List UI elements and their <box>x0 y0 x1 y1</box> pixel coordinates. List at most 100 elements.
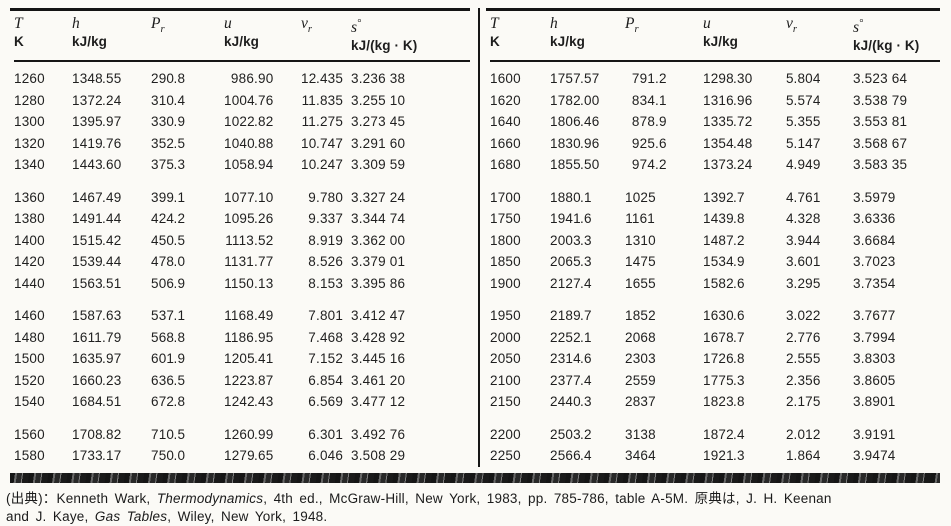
cell-s: 3.8901 <box>853 394 896 410</box>
cell-s: 3.255 10 <box>351 92 406 108</box>
cell-vr: 5.355 <box>786 114 821 130</box>
row-group: 1460 1587.63 537.1 1168.49 7.801 3.412 47 1480… <box>14 305 470 413</box>
cell-vr: 6.046 <box>308 448 344 464</box>
table-row: 1900 2127.4 1655 1582.6 3.295 3.7354 <box>490 273 940 295</box>
cell-s: 3.6684 <box>853 232 896 248</box>
table-row: 1850 2065.3 1475 1534.9 3.601 3.7023 <box>490 251 940 273</box>
cell-u: 1582.6 <box>703 275 745 291</box>
cell-u: 1077.10 <box>224 189 274 205</box>
cell-h: 1733.17 <box>72 448 122 464</box>
cell-Pr: 2303 <box>625 351 656 367</box>
table-row: 1360 1467.49 399.1 1077.10 9.780 3.327 24 <box>14 187 470 209</box>
cell-h: 1515.42 <box>72 232 122 248</box>
table-row: 2000 2252.1 2068 1678.7 2.776 3.7994 <box>490 327 940 349</box>
cell-h: 1708.82 <box>72 426 122 442</box>
gas-property-table: T K h kJ/kg Pr u kJ/kg vr s° kJ/(kg · K) 1260 13… <box>10 8 940 483</box>
cell-T: 2200 <box>490 426 521 442</box>
cell-Pr: 568.8 <box>151 329 186 345</box>
row-group: 1700 1880.1 1025 1392.7 4.761 3.5979 1750 1941.… <box>490 187 940 295</box>
column-header-Pr: Pr <box>151 15 165 36</box>
cell-s: 3.379 01 <box>351 254 406 270</box>
cell-s: 3.344 74 <box>351 211 406 227</box>
cell-vr: 2.356 <box>786 372 821 388</box>
row-group: 1600 1757.57 791.2 1298.30 5.804 3.523 64 1620… <box>490 68 940 176</box>
cell-u: 1223.87 <box>224 372 274 388</box>
cell-s: 3.8605 <box>853 372 896 388</box>
cell-Pr: 636.5 <box>151 372 186 388</box>
cell-h: 2252.1 <box>550 329 592 345</box>
cell-T: 1320 <box>14 135 45 151</box>
cell-Pr: 450.5 <box>151 232 186 248</box>
cell-Pr: 1475 <box>625 254 656 270</box>
table-row: 1640 1806.46 878.9 1335.72 5.355 3.553 81 <box>490 111 940 133</box>
cell-u: 1316.96 <box>703 92 753 108</box>
cell-Pr: 1310 <box>625 232 656 248</box>
cell-T: 2250 <box>490 448 521 464</box>
cell-s: 3.236 38 <box>351 71 406 87</box>
cell-s: 3.309 59 <box>351 157 406 173</box>
cell-vr: 4.761 <box>786 189 821 205</box>
cell-s: 3.7023 <box>853 254 896 270</box>
cell-Pr: 2068 <box>625 329 656 345</box>
cell-h: 1684.51 <box>72 394 122 410</box>
cell-h: 2503.2 <box>550 426 592 442</box>
cell-T: 1500 <box>14 351 45 367</box>
cell-vr: 12.435 <box>301 71 344 87</box>
table-body-right: 1600 1757.57 791.2 1298.30 5.804 3.523 64 1620… <box>490 68 940 467</box>
table-row: 2250 2566.4 3464 1921.3 1.864 3.9474 <box>490 445 940 467</box>
cell-T: 2100 <box>490 372 521 388</box>
cell-T: 1750 <box>490 211 521 227</box>
cell-T: 1640 <box>490 114 521 130</box>
cell-h: 1855.50 <box>550 157 600 173</box>
cell-h: 1467.49 <box>72 189 122 205</box>
cell-s: 3.5979 <box>853 189 896 205</box>
cell-h: 1830.96 <box>550 135 600 151</box>
cell-u: 1279.65 <box>224 448 274 464</box>
cell-T: 1460 <box>14 308 45 324</box>
table-row: 1620 1782.00 834.1 1316.96 5.574 3.538 79 <box>490 90 940 112</box>
cell-u: 1113.52 <box>225 232 274 248</box>
cell-T: 2150 <box>490 394 521 410</box>
cell-T: 1420 <box>14 254 45 270</box>
cell-s: 3.412 47 <box>351 308 406 324</box>
table-row: 1380 1491.44 424.2 1095.26 9.337 3.344 74 <box>14 208 470 230</box>
citation-text: (出典)：Kenneth Wark, <box>6 490 157 506</box>
cell-Pr: 601.9 <box>151 351 186 367</box>
column-header-Pr: Pr <box>625 15 639 36</box>
cell-h: 2003.3 <box>550 232 592 248</box>
cell-Pr: 1025 <box>625 189 656 205</box>
cell-s: 3.362 00 <box>351 232 406 248</box>
cell-s: 3.7677 <box>853 308 896 324</box>
cell-Pr: 1852 <box>625 308 656 324</box>
cell-h: 1587.63 <box>72 308 122 324</box>
cell-h: 1539.44 <box>72 254 122 270</box>
cell-h: 1880.1 <box>550 189 592 205</box>
cell-s: 3.7994 <box>853 329 896 345</box>
table-row: 1700 1880.1 1025 1392.7 4.761 3.5979 <box>490 187 940 209</box>
cell-Pr: 3138 <box>625 426 656 442</box>
table-row: 1260 1348.55 290.8 986.90 12.435 3.236 38 <box>14 68 470 90</box>
cell-s: 3.553 81 <box>853 114 908 130</box>
cell-T: 1380 <box>14 211 45 227</box>
cell-vr: 5.804 <box>786 71 821 87</box>
cell-h: 2440.3 <box>550 394 592 410</box>
cell-vr: 2.175 <box>786 394 821 410</box>
cell-s: 3.6336 <box>853 211 896 227</box>
column-header-u: u kJ/kg <box>703 15 739 49</box>
cell-s: 3.461 20 <box>351 372 406 388</box>
cell-s: 3.9474 <box>853 448 896 464</box>
table-row: 1600 1757.57 791.2 1298.30 5.804 3.523 64 <box>490 68 940 90</box>
cell-h: 1443.60 <box>72 157 122 173</box>
cell-s: 3.568 67 <box>853 135 908 151</box>
table-row: 1580 1733.17 750.0 1279.65 6.046 3.508 29 <box>14 445 470 467</box>
cell-h: 1395.97 <box>72 114 122 130</box>
cell-h: 1757.57 <box>550 71 600 87</box>
table-left-half: T K h kJ/kg Pr u kJ/kg vr s° kJ/(kg · K) 1260 13… <box>10 8 470 467</box>
table-row: 1680 1855.50 974.2 1373.24 4.949 3.583 35 <box>490 154 940 176</box>
cell-s: 3.291 60 <box>351 135 406 151</box>
cell-h: 2314.6 <box>550 351 592 367</box>
cell-u: 1678.7 <box>703 329 745 345</box>
table-row: 1480 1611.79 568.8 1186.95 7.468 3.428 92 <box>14 327 470 349</box>
cell-h: 1348.55 <box>72 71 122 87</box>
table-row: 1300 1395.97 330.9 1022.82 11.275 3.273 45 <box>14 111 470 133</box>
